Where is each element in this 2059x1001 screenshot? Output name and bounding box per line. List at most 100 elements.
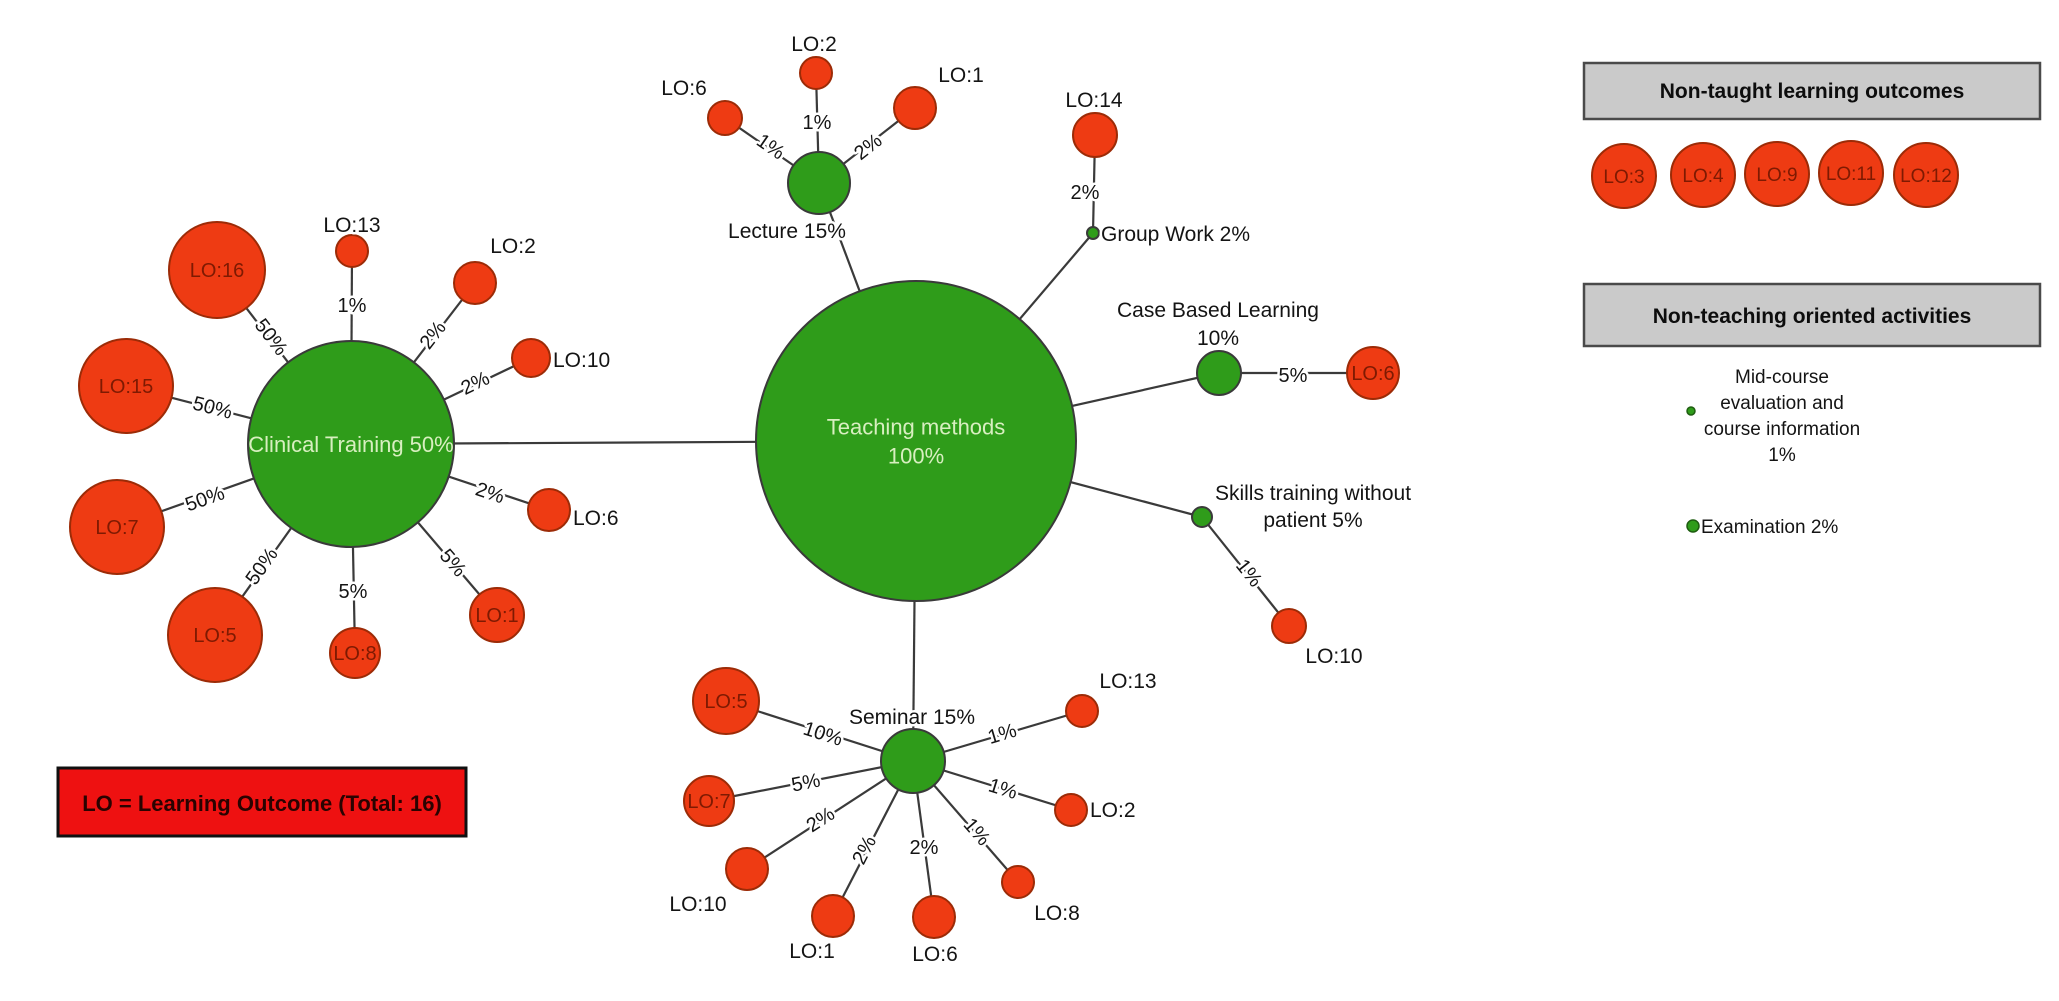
pct-seminar-s1: 2% bbox=[848, 832, 881, 868]
panel-box-non-teaching bbox=[1582, 282, 2042, 348]
edge-seminar-s10 bbox=[746, 760, 914, 870]
panel-circle-label-LO-9: LO:9 bbox=[1756, 165, 1797, 186]
panel-circle-LO-4 bbox=[1670, 142, 1736, 208]
outcome-label-l2: LO:2 bbox=[791, 33, 837, 56]
pct-clinical-c13: 1% bbox=[338, 295, 367, 317]
hub-circle-skills bbox=[1191, 506, 1213, 528]
activity-text-non-teaching-1: Examination 2% bbox=[1701, 517, 1838, 538]
outcome-label-l14: LO:14 bbox=[1065, 89, 1123, 112]
outcome-label-s6: LO:6 bbox=[912, 943, 958, 966]
activity-dot-non-teaching-0 bbox=[1686, 406, 1696, 416]
outcome-label-s7: LO:7 bbox=[687, 791, 730, 813]
hub-label-seminar: Seminar 15% bbox=[849, 706, 975, 729]
edge-skills-sk10 bbox=[1201, 516, 1290, 627]
outcome-circle-l6 bbox=[707, 100, 743, 136]
outcome-circle-s1 bbox=[811, 894, 855, 938]
panel-circle-LO-12 bbox=[1893, 142, 1959, 208]
outcome-label-c10: LO:10 bbox=[553, 349, 610, 372]
hub-label-clinical: Clinical Training 50% bbox=[248, 432, 453, 457]
hub-label-skills: Skills training without bbox=[1215, 482, 1411, 505]
outcome-circle-l2 bbox=[799, 56, 833, 90]
outcome-label-c5: LO:5 bbox=[193, 625, 236, 647]
pct-seminar-s10: 2% bbox=[803, 803, 839, 837]
outcome-circle-c8 bbox=[329, 627, 381, 679]
outcome-circle-c2 bbox=[453, 261, 497, 305]
outcome-circle-c5 bbox=[167, 587, 263, 683]
pct-seminar-s13: 1% bbox=[985, 720, 1019, 749]
pct-seminar-s5: 10% bbox=[800, 718, 845, 751]
outcome-label-c16: LO:16 bbox=[190, 260, 244, 282]
panel-circle-LO-11 bbox=[1818, 140, 1884, 206]
outcome-label-cb6: LO:6 bbox=[1351, 363, 1394, 385]
outcome-circle-cb6 bbox=[1346, 346, 1400, 400]
hub-circle-lecture bbox=[787, 151, 851, 215]
panel-circle-label-LO-4: LO:4 bbox=[1682, 166, 1724, 187]
hub-label-casebased: 10% bbox=[1197, 327, 1239, 350]
outcome-circle-s7 bbox=[683, 775, 735, 827]
outcome-label-c2: LO:2 bbox=[490, 235, 536, 258]
edge-seminar-s7 bbox=[708, 759, 914, 803]
hub-label-groupwork: Group Work 2% bbox=[1101, 223, 1250, 246]
hub-circle-casebased bbox=[1196, 350, 1242, 396]
outcome-label-c8: LO:8 bbox=[333, 643, 376, 665]
outcome-circle-c15 bbox=[78, 338, 174, 434]
labels-layer: Teaching methods 100% Clinical Training 50… bbox=[95, 31, 1413, 969]
side-panels-layer: Non-taught learning outcomes LO:3 LO:4 LO:9… bbox=[1582, 61, 2042, 538]
panel-circle-LO-3 bbox=[1591, 143, 1657, 209]
pct-clinical-c8: 5% bbox=[339, 581, 368, 603]
pct-casebased-cb6: 5% bbox=[1279, 365, 1308, 387]
outcome-circle-l1 bbox=[893, 86, 937, 130]
nodes-layer bbox=[69, 56, 1400, 939]
activity-text-non-teaching-0: evaluation and bbox=[1720, 393, 1844, 414]
outcome-circle-c13 bbox=[335, 234, 369, 268]
outcome-label-l6: LO:6 bbox=[661, 77, 707, 100]
outcome-label-c1: LO:1 bbox=[475, 605, 518, 627]
hub-circle-seminar bbox=[880, 728, 946, 794]
outcome-circle-c16 bbox=[168, 221, 266, 319]
outcome-label-c6: LO:6 bbox=[573, 507, 619, 530]
activity-text-non-teaching-0: 1% bbox=[1768, 445, 1796, 466]
pct-groupwork-l14: 2% bbox=[1071, 182, 1100, 204]
pct-clinical-c1: 5% bbox=[435, 545, 471, 581]
outcome-label-s1: LO:1 bbox=[789, 940, 835, 963]
outcome-circle-c7 bbox=[69, 479, 165, 575]
pct-clinical-c5: 50% bbox=[242, 544, 283, 590]
outcome-circle-sk10 bbox=[1271, 608, 1307, 644]
panel-title-non-taught: Non-taught learning outcomes bbox=[1660, 80, 1965, 103]
pct-seminar-s2: 1% bbox=[986, 774, 1020, 804]
legend-box bbox=[56, 766, 468, 838]
activity-dot-non-teaching-1 bbox=[1686, 519, 1700, 533]
outcome-label-c13: LO:13 bbox=[323, 214, 380, 237]
pct-clinical-c6: 2% bbox=[473, 478, 508, 508]
outcome-label-c7: LO:7 bbox=[95, 517, 138, 539]
outcome-circle-c1 bbox=[469, 587, 525, 643]
outcome-label-sk10: LO:10 bbox=[1305, 645, 1362, 668]
outcome-circle-s5 bbox=[692, 667, 760, 735]
activity-text-non-teaching-0: course information bbox=[1704, 419, 1860, 440]
hub-label-lecture: Lecture 15% bbox=[728, 220, 846, 243]
pct-seminar-s6: 2% bbox=[910, 837, 939, 859]
panel-title-non-teaching: Non-teaching oriented activities bbox=[1653, 305, 1972, 328]
legend-layer: LO = Learning Outcome (Total: 16) bbox=[56, 766, 468, 838]
outcome-label-s2: LO:2 bbox=[1090, 799, 1136, 822]
outcome-circle-s13 bbox=[1065, 694, 1099, 728]
outcome-circle-l14 bbox=[1072, 112, 1118, 158]
outcome-circle-c6 bbox=[527, 488, 571, 532]
outcome-circle-s10 bbox=[725, 847, 769, 891]
panel-circle-label-LO-12: LO:12 bbox=[1900, 166, 1952, 187]
hub-label-casebased: Case Based Learning bbox=[1117, 299, 1319, 322]
panel-circle-LO-9 bbox=[1744, 141, 1810, 207]
panel-circle-label-LO-3: LO:3 bbox=[1603, 167, 1644, 188]
outcome-label-s10: LO:10 bbox=[669, 893, 726, 916]
outcome-label-l1: LO:1 bbox=[938, 64, 984, 87]
legend-text: LO = Learning Outcome (Total: 16) bbox=[82, 791, 442, 816]
activity-text-non-teaching-0: Mid-course bbox=[1735, 367, 1829, 388]
pct-clinical-c7: 50% bbox=[182, 482, 227, 516]
outcome-label-s13: LO:13 bbox=[1099, 670, 1156, 693]
hub-circle-clinical bbox=[247, 340, 455, 548]
outcome-label-s5: LO:5 bbox=[704, 691, 747, 713]
pct-lecture-l2: 1% bbox=[803, 112, 832, 134]
pct-seminar-s7: 5% bbox=[790, 769, 823, 796]
panel-box-non-taught bbox=[1582, 61, 2042, 121]
